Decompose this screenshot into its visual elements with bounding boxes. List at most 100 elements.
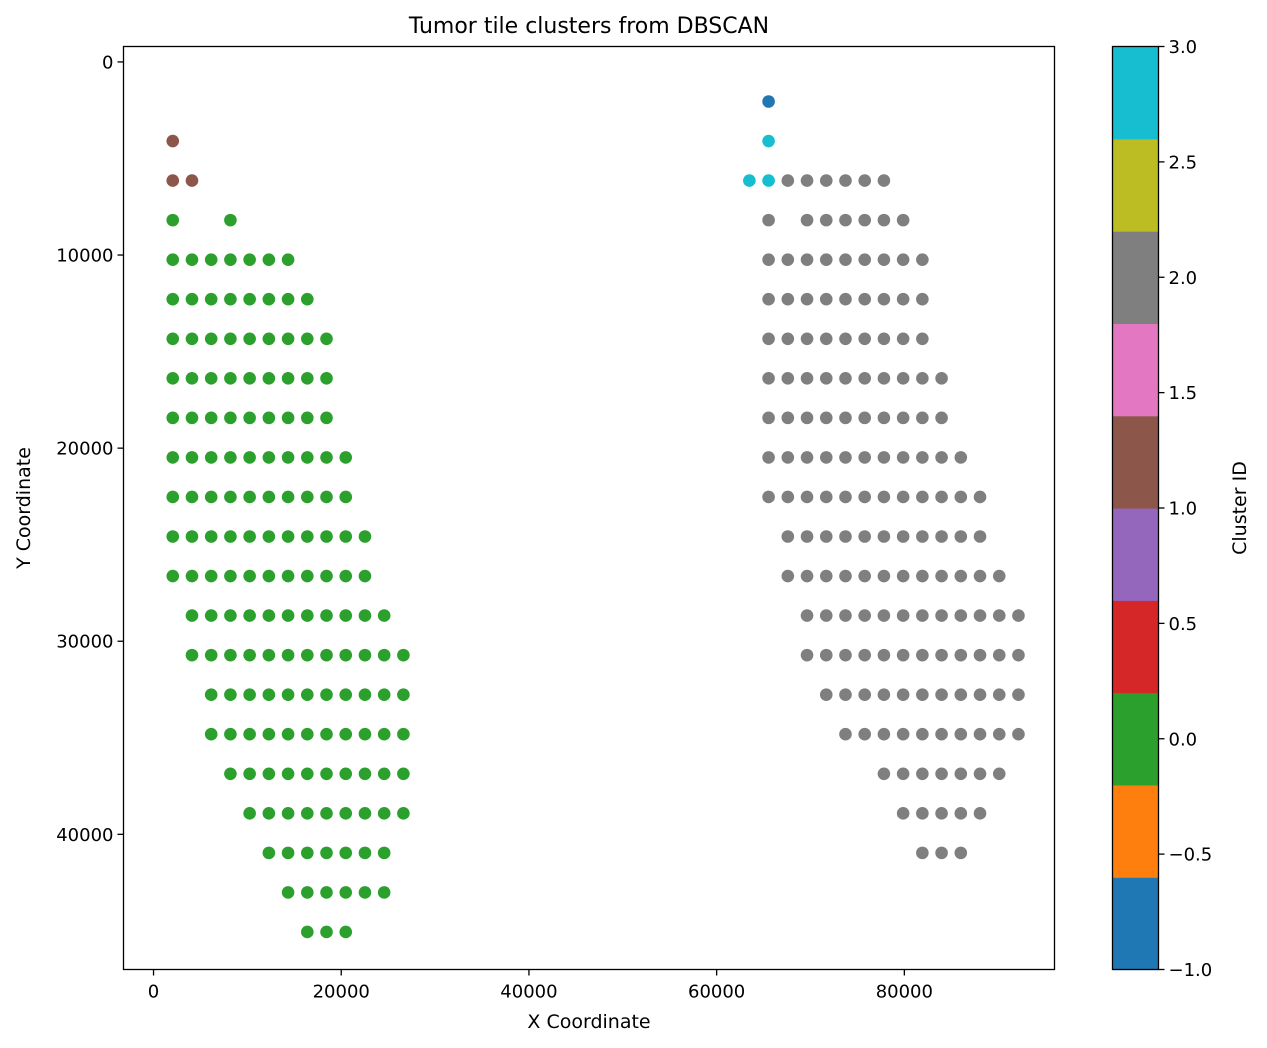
data-point-cluster-2 — [896, 213, 910, 227]
data-point-cluster-2 — [839, 332, 852, 346]
data-point-cluster-0 — [358, 609, 372, 622]
data-point-cluster-2 — [800, 451, 814, 464]
data-point-cluster-0 — [377, 846, 391, 860]
colorbar-segment — [1112, 508, 1159, 601]
colorbar: −1.0 −0.5 0.0 0.5 1.0 1.5 2.0 2.5 3.0 — [1111, 37, 1213, 981]
data-point-cluster-3 — [762, 174, 775, 187]
data-point-cluster-2 — [781, 530, 795, 543]
data-point-cluster-2 — [877, 213, 891, 227]
data-point-cluster-0 — [262, 846, 276, 860]
data-point-cluster-2 — [916, 332, 929, 346]
data-point-cluster-0 — [185, 332, 199, 346]
data-point-cluster-2 — [992, 569, 1006, 583]
data-point-cluster-2 — [992, 727, 1006, 741]
data-point-cluster-0 — [320, 886, 333, 899]
data-point-cluster-0 — [281, 332, 295, 346]
colorbar-tick-label: −1.0 — [1169, 960, 1213, 981]
data-point-cluster-0 — [320, 648, 333, 662]
data-point-cluster-2 — [877, 332, 891, 346]
data-point-cluster-2 — [858, 727, 871, 741]
data-point-cluster-0 — [358, 846, 372, 860]
data-point-cluster-2 — [954, 569, 968, 583]
data-point-cluster-0 — [377, 807, 391, 820]
data-point-cluster-0 — [358, 569, 372, 583]
data-point-cluster-2 — [781, 174, 795, 187]
data-point-cluster-0 — [339, 569, 353, 583]
data-point-cluster-0 — [320, 767, 333, 781]
data-point-cluster-0 — [281, 451, 295, 464]
colorbar-label: Cluster ID — [1229, 461, 1251, 555]
data-point-cluster-0 — [281, 807, 295, 820]
data-point-cluster-2 — [819, 411, 833, 425]
data-point-cluster-0 — [243, 411, 256, 425]
colorbar-segment — [1112, 138, 1159, 232]
chart-title: Tumor tile clusters from DBSCAN — [408, 14, 769, 39]
colorbar-tick-label: 1.0 — [1169, 499, 1198, 520]
data-point-cluster-0 — [185, 490, 199, 504]
data-point-cluster-0 — [339, 609, 353, 622]
data-point-cluster-2 — [896, 807, 910, 820]
data-point-cluster-0 — [281, 767, 295, 781]
data-point-cluster-0 — [243, 451, 256, 464]
colorbar-segment — [1112, 784, 1159, 878]
data-point-cluster-0 — [185, 253, 199, 266]
data-point-cluster-2 — [819, 648, 833, 662]
data-point-cluster-0 — [204, 451, 218, 464]
data-point-cluster-0 — [243, 767, 256, 781]
data-point-cluster-2 — [954, 530, 968, 543]
data-point-cluster-2 — [819, 490, 833, 504]
data-point-cluster-2 — [935, 411, 948, 425]
data-point-cluster-2 — [916, 490, 929, 504]
data-point-cluster-2 — [954, 727, 968, 741]
data-point-cluster-2 — [992, 648, 1006, 662]
data-point-cluster-0 — [224, 727, 237, 741]
data-point-cluster-2 — [973, 767, 987, 781]
data-point-cluster-2 — [781, 292, 795, 306]
data-point-cluster-2 — [858, 332, 871, 346]
data-point-cluster-2 — [800, 213, 814, 227]
data-point-cluster-2 — [935, 767, 948, 781]
data-point-cluster-0 — [204, 530, 218, 543]
data-point-cluster-2 — [858, 609, 871, 622]
data-point-cluster-0 — [301, 332, 314, 346]
data-point-cluster-0 — [224, 292, 237, 306]
x-tick-label: 60000 — [688, 982, 745, 1003]
data-point-cluster-2 — [839, 609, 852, 622]
data-point-cluster-0 — [320, 411, 333, 425]
data-point-cluster-2 — [954, 807, 968, 820]
data-point-cluster-2 — [839, 648, 852, 662]
data-point-cluster-0 — [320, 490, 333, 504]
data-point-cluster-2 — [916, 253, 929, 266]
data-point-cluster-2 — [877, 609, 891, 622]
data-point-cluster-0 — [281, 292, 295, 306]
data-point-cluster-0 — [339, 490, 353, 504]
data-point-cluster-3 — [743, 174, 756, 187]
data-point-cluster-0 — [166, 411, 180, 425]
data-point-cluster-0 — [339, 925, 353, 939]
data-point-cluster-0 — [224, 372, 237, 385]
data-point-cluster-0 — [224, 411, 237, 425]
x-tick-label: 0 — [148, 982, 159, 1003]
data-point-cluster--1 — [762, 95, 775, 108]
data-point-cluster-2 — [896, 253, 910, 266]
data-point-cluster-0 — [224, 213, 237, 227]
data-point-cluster-2 — [973, 648, 987, 662]
data-point-cluster-0 — [377, 648, 391, 662]
data-point-cluster-2 — [839, 213, 852, 227]
data-point-cluster-0 — [204, 372, 218, 385]
data-point-cluster-2 — [858, 372, 871, 385]
data-point-cluster-2 — [935, 451, 948, 464]
data-point-cluster-0 — [185, 292, 199, 306]
data-point-cluster-0 — [185, 569, 199, 583]
data-point-cluster-2 — [896, 332, 910, 346]
y-axis-ticks: 0 10000 20000 30000 40000 — [56, 52, 124, 846]
data-point-cluster-0 — [262, 727, 276, 741]
x-axis-label: X Coordinate — [527, 1011, 650, 1033]
data-point-cluster-0 — [397, 648, 410, 662]
data-point-cluster-0 — [320, 372, 333, 385]
data-point-cluster-2 — [819, 688, 833, 701]
data-point-cluster-0 — [204, 411, 218, 425]
colorbar-tick-label: 3.0 — [1169, 37, 1198, 58]
y-tick-label: 10000 — [56, 246, 113, 267]
